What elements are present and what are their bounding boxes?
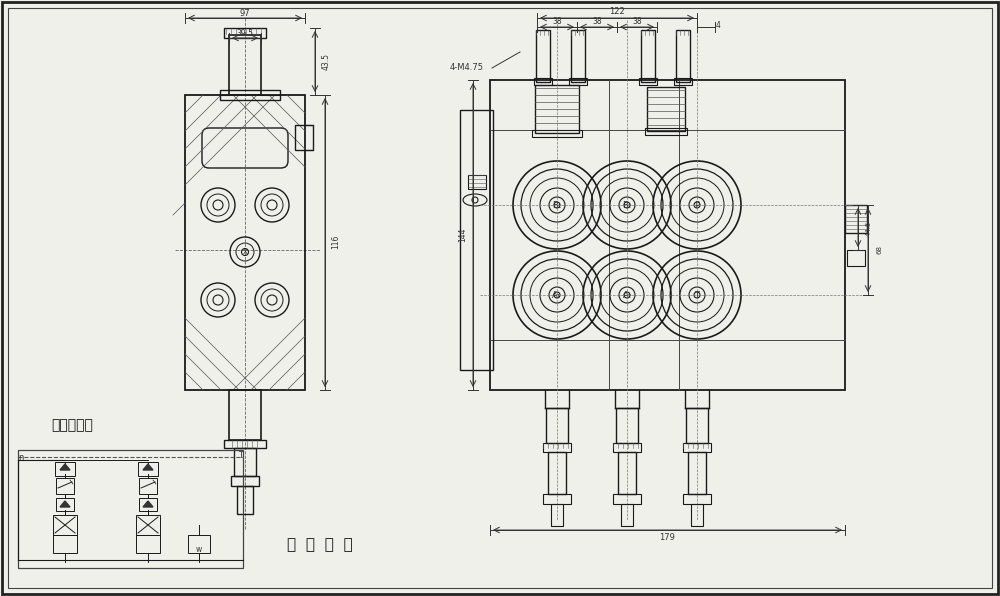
Text: 43.5: 43.5	[322, 52, 330, 70]
Bar	[220, 90, 280, 100]
Bar	[543, 494, 571, 504]
Bar	[683, 494, 711, 504]
Bar	[536, 30, 550, 82]
Bar	[136, 535, 160, 553]
Text: w: w	[196, 545, 202, 554]
Bar	[543, 443, 571, 452]
Bar	[139, 478, 157, 494]
Bar	[53, 515, 77, 535]
Bar	[676, 30, 690, 82]
Text: T: T	[694, 290, 700, 300]
Text: A₂: A₂	[622, 290, 632, 300]
Bar	[551, 504, 563, 526]
Bar	[645, 128, 687, 135]
Text: 38: 38	[632, 17, 642, 26]
Polygon shape	[143, 464, 153, 470]
Bar	[138, 462, 158, 476]
Bar	[53, 535, 77, 553]
Text: 144: 144	[458, 228, 468, 242]
Bar	[231, 476, 259, 486]
Bar	[674, 78, 692, 85]
Polygon shape	[60, 464, 70, 470]
Bar	[229, 390, 261, 440]
Text: 39.5: 39.5	[237, 29, 254, 38]
Bar	[647, 87, 685, 131]
Bar	[691, 504, 703, 526]
Text: P: P	[694, 200, 700, 210]
Bar	[546, 408, 568, 443]
Text: 116: 116	[332, 235, 340, 249]
Text: 38: 38	[592, 17, 602, 26]
Text: 97: 97	[240, 8, 250, 17]
Bar	[18, 450, 243, 568]
Bar	[55, 462, 75, 476]
Text: 122: 122	[609, 8, 625, 17]
Text: 44.5: 44.5	[866, 221, 872, 235]
Polygon shape	[60, 501, 70, 507]
Text: B₂: B₂	[622, 200, 632, 210]
Bar	[616, 408, 638, 443]
Bar	[229, 35, 261, 95]
Bar	[613, 494, 641, 504]
Text: 4-M4.75: 4-M4.75	[450, 64, 484, 73]
Bar	[621, 504, 633, 526]
Bar	[532, 130, 582, 137]
Bar	[56, 498, 74, 511]
Bar	[224, 440, 266, 448]
Bar	[185, 95, 305, 390]
Bar	[613, 443, 641, 452]
Text: B₁: B₁	[552, 200, 562, 210]
Text: 38: 38	[552, 17, 562, 26]
Polygon shape	[143, 501, 153, 507]
Bar	[639, 78, 657, 85]
Bar	[295, 125, 313, 150]
Bar	[56, 478, 74, 494]
Text: x: x	[242, 247, 248, 256]
Bar	[683, 443, 711, 452]
Bar	[641, 30, 655, 82]
Bar	[571, 30, 585, 82]
Bar	[845, 205, 867, 233]
Text: T: T	[238, 451, 243, 460]
Bar	[468, 175, 486, 189]
Bar	[188, 535, 210, 553]
Bar	[460, 110, 493, 370]
Bar	[686, 408, 708, 443]
Bar	[847, 250, 865, 266]
Bar	[535, 85, 579, 133]
Text: 性  能  参  数: 性 能 参 数	[287, 538, 353, 552]
Bar	[548, 452, 566, 494]
Text: 4: 4	[716, 21, 720, 30]
Bar	[534, 78, 552, 85]
Bar	[234, 448, 256, 476]
Text: 液压原理图: 液压原理图	[51, 418, 93, 432]
Bar	[490, 80, 845, 390]
Text: n: n	[18, 454, 23, 462]
Bar	[136, 515, 160, 535]
Bar	[224, 28, 266, 38]
Bar	[618, 452, 636, 494]
Bar	[688, 452, 706, 494]
Text: A₁: A₁	[552, 290, 562, 300]
Bar	[139, 498, 157, 511]
Text: 179: 179	[660, 532, 675, 542]
Text: 68: 68	[876, 246, 882, 254]
Bar	[569, 78, 587, 85]
Bar	[237, 486, 253, 514]
